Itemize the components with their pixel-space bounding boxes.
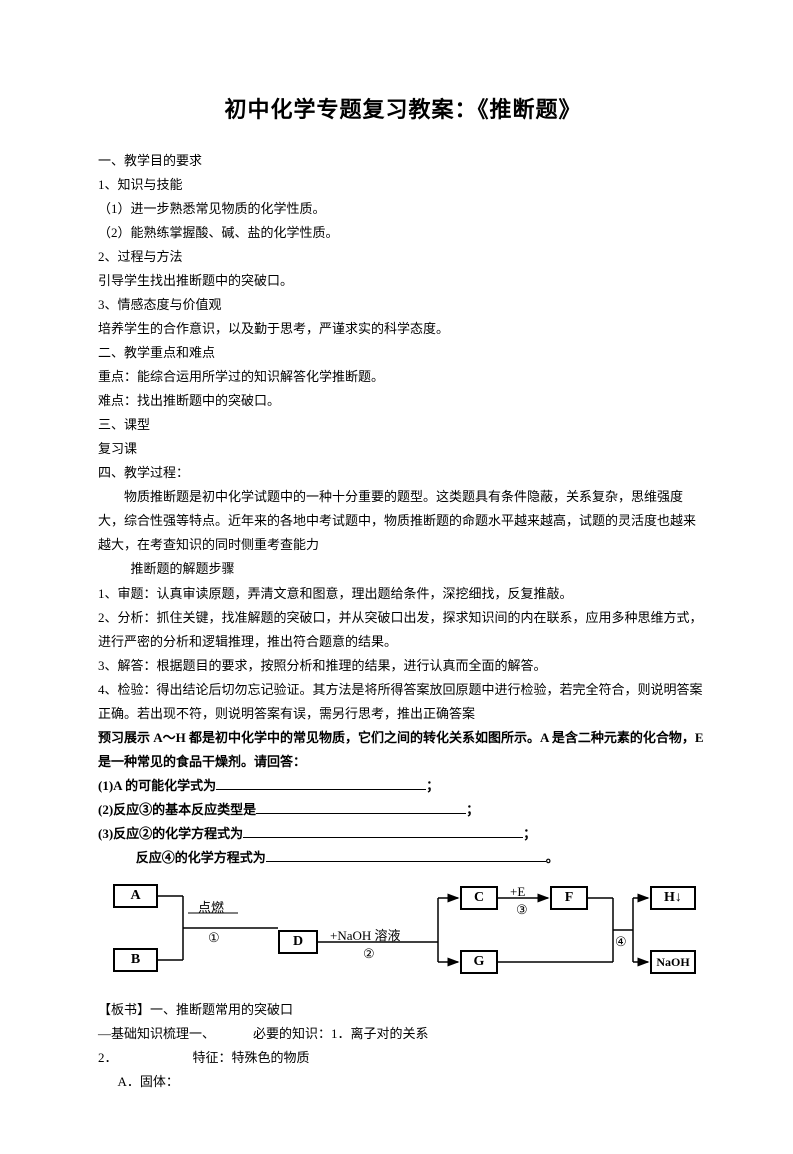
question-4: 反应④的化学方程式为 。 [98,846,708,870]
s1-p1b: （2）能熟练掌握酸、碱、盐的化学性质。 [98,221,708,245]
s2-key: 重点：能综合运用所学过的知识解答化学推断题。 [98,365,708,389]
s2-diff: 难点：找出推断题中的突破口。 [98,389,708,413]
label-circ4: ④ [615,930,627,954]
q2-label: (2)反应③的基本反应类型是 [98,802,256,817]
s1-p2: 2、过程与方法 [98,245,708,269]
box-naoh: NaOH [650,950,696,974]
q3-label: (3)反应②的化学方程式为 [98,826,243,841]
footer-line2: 2． 特征：特殊色的物质 [98,1046,708,1070]
q1-end: ； [426,778,439,793]
question-3: (3)反应②的化学方程式为 ； [98,822,708,846]
flow-diagram: A B D C G F H↓ NaOH 点燃 ① +NaOH 溶液 ② +E ③… [108,880,698,980]
label-circ1: ① [208,926,220,950]
label-circ3: ③ [516,898,528,922]
s3-body: 复习课 [98,437,708,461]
s1-p3a: 培养学生的合作意识，以及勤于思考，严谨求实的科学态度。 [98,317,708,341]
q4-blank [266,847,546,862]
s4-para1: 物质推断题是初中化学试题中的一种十分重要的题型。这类题具有条件隐蔽，关系复杂，思… [98,485,708,557]
q3-end: ； [523,826,536,841]
s1-p2a: 引导学生找出推断题中的突破口。 [98,269,708,293]
q2-blank [256,799,466,814]
footer-line1b: 必要的知识：1．离子对的关系 [253,1026,429,1041]
s4-step4: 4、检验：得出结论后切勿忘记验证。其方法是将所得答案放回原题中进行检验，若完全符… [98,678,708,726]
s1-p3: 3、情感态度与价值观 [98,293,708,317]
s4-step2: 2、分析：抓住关键，找准解题的突破口，并从突破口出发，探求知识间的内在联系，应用… [98,606,708,654]
q1-label: (1)A 的可能化学式为 [98,778,216,793]
q4-end: 。 [546,850,559,865]
box-a: A [113,884,158,908]
question-1: (1)A 的可能化学式为 ； [98,774,708,798]
s1-p1a: （1）进一步熟悉常见物质的化学性质。 [98,197,708,221]
q1-blank [216,775,426,790]
box-f: F [550,886,588,910]
section-1-heading: 一、教学目的要求 [98,149,708,173]
footer-line3: A．固体： [98,1070,708,1094]
footer-line1: —基础知识梳理一、 必要的知识：1．离子对的关系 [98,1022,708,1046]
s1-p1: 1、知识与技能 [98,173,708,197]
box-g: G [460,950,498,974]
boardwork: 【板书】一、推断题常用的突破口 [98,998,708,1022]
footer-line2a: 2． [98,1050,118,1065]
s4-sub: 推断题的解题步骤 [98,557,708,581]
question-2: (2)反应③的基本反应类型是 ； [98,798,708,822]
preshow-heading: 预习展示 A～H 都是初中化学中的常见物质，它们之间的转化关系如图所示。A 是含… [98,726,708,774]
q3-blank [243,823,523,838]
s4-step1: 1、审题：认真审读原题，弄清文意和图意，理出题给条件，深挖细找，反复推敲。 [98,582,708,606]
label-ignite: 点燃 [198,896,224,920]
section-2-heading: 二、教学重点和难点 [98,341,708,365]
q2-end: ； [466,802,479,817]
box-b: B [113,948,158,972]
box-d: D [278,930,318,954]
box-c: C [460,886,498,910]
q4-label: 反应④的化学方程式为 [136,850,266,865]
label-circ2: ② [363,942,375,966]
section-4-heading: 四、教学过程： [98,461,708,485]
diagram-arrows [108,880,698,980]
section-3-heading: 三、课型 [98,413,708,437]
footer-line1a: —基础知识梳理一、 [98,1026,215,1041]
s4-step3: 3、解答：根据题目的要求，按照分析和推理的结果，进行认真而全面的解答。 [98,654,708,678]
footer-line2b: 特征：特殊色的物质 [193,1050,310,1065]
page-title: 初中化学专题复习教案：《推断题》 [98,90,708,131]
box-h: H↓ [650,886,696,910]
